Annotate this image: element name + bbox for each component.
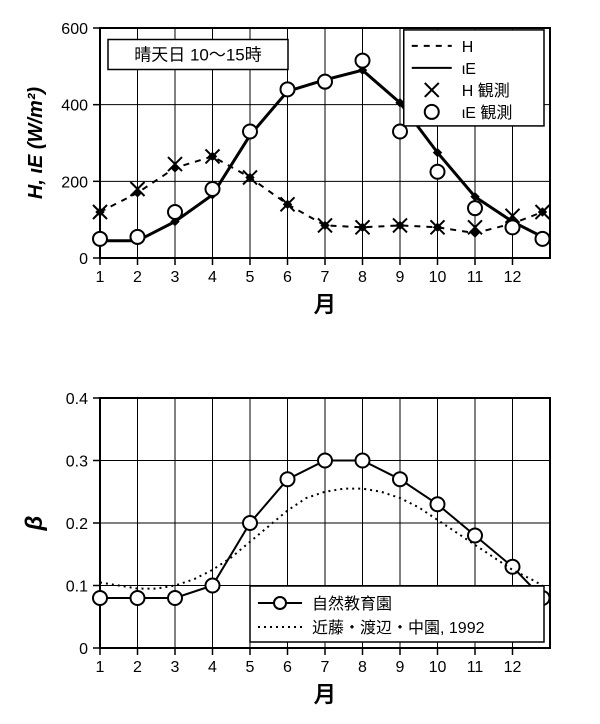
marker-circle: [168, 591, 182, 605]
tick-label-x: 3: [171, 659, 180, 676]
tick-label-x: 12: [504, 269, 522, 286]
tick-label-x: 10: [429, 269, 447, 286]
tick-label-y: 200: [61, 174, 88, 191]
marker-circle: [206, 182, 220, 196]
marker-circle: [468, 529, 482, 543]
tick-label-x: 8: [358, 269, 367, 286]
marker-circle: [93, 232, 107, 246]
bottom-chart: 12345678910111200.10.20.30.4月β自然教育園近藤・渡辺…: [21, 391, 550, 707]
tick-label-x: 7: [321, 269, 330, 286]
marker-circle: [431, 165, 445, 179]
legend-label: ιE 観測: [462, 104, 513, 122]
marker-circle: [131, 230, 145, 244]
marker-circle: [506, 220, 520, 234]
tick-label-x: 8: [358, 659, 367, 676]
tick-label-x: 12: [504, 659, 522, 676]
top-chart: 1234567891011120200400600月H, ιE (W/m²)晴天…: [25, 21, 550, 317]
tick-label-x: 4: [208, 269, 217, 286]
tick-label-x: 9: [396, 269, 405, 286]
legend-label: 近藤・渡辺・中園, 1992: [312, 619, 485, 637]
tick-label-x: 5: [246, 659, 255, 676]
x-axis-label: 月: [313, 682, 336, 707]
tick-label-x: 7: [321, 659, 330, 676]
tick-label-x: 9: [396, 659, 405, 676]
y-axis-label: β: [21, 515, 48, 531]
note-text: 晴天日 10～15時: [134, 46, 262, 65]
tick-label-y: 0.3: [66, 454, 88, 471]
tick-label-y: 0.4: [66, 391, 88, 408]
marker-circle: [393, 472, 407, 486]
tick-label-y: 400: [61, 98, 88, 115]
marker-circle: [356, 54, 370, 68]
marker-circle: [356, 454, 370, 468]
tick-label-y: 0: [79, 251, 88, 268]
tick-label-x: 1: [96, 659, 105, 676]
tick-label-x: 3: [171, 269, 180, 286]
tick-label-y: 0.1: [66, 579, 88, 596]
tick-label-x: 1: [96, 269, 105, 286]
tick-label-y: 600: [61, 21, 88, 38]
legend-label: ιE: [462, 61, 476, 78]
marker-circle: [281, 472, 295, 486]
tick-label-x: 6: [283, 659, 292, 676]
marker-circle: [274, 597, 286, 609]
y-axis-label: H, ιE (W/m²): [25, 87, 47, 200]
marker-circle: [93, 591, 107, 605]
tick-label-x: 5: [246, 269, 255, 286]
marker-circle: [206, 579, 220, 593]
tick-label-x: 10: [429, 659, 447, 676]
tick-label-x: 2: [133, 269, 142, 286]
tick-label-y: 0.2: [66, 516, 88, 533]
marker-circle: [425, 105, 439, 119]
tick-label-y: 0: [79, 641, 88, 658]
marker-circle: [168, 205, 182, 219]
marker-circle: [318, 75, 332, 89]
marker-x: [536, 205, 550, 219]
marker-circle: [318, 454, 332, 468]
legend-label: H 観測: [462, 82, 510, 100]
marker-circle: [131, 591, 145, 605]
marker-circle: [243, 125, 257, 139]
tick-label-x: 4: [208, 659, 217, 676]
tick-label-x: 11: [467, 659, 484, 676]
series-group: [93, 454, 550, 606]
marker-circle: [243, 516, 257, 530]
marker-circle: [281, 82, 295, 96]
tick-label-x: 2: [133, 659, 142, 676]
marker-circle: [468, 201, 482, 215]
legend-label: 自然教育園: [312, 595, 392, 613]
x-axis-label: 月: [313, 292, 336, 317]
legend-label: H: [462, 39, 474, 56]
tick-label-x: 11: [467, 269, 484, 286]
tick-label-x: 6: [283, 269, 292, 286]
marker-circle: [431, 497, 445, 511]
marker-circle: [536, 232, 550, 246]
